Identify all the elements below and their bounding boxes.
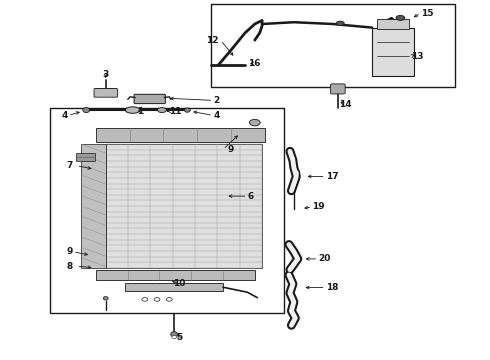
- Bar: [96, 128, 265, 142]
- Text: 17: 17: [326, 172, 338, 181]
- Text: 15: 15: [421, 9, 433, 18]
- FancyBboxPatch shape: [94, 89, 118, 97]
- Bar: [125, 283, 223, 291]
- Text: 13: 13: [411, 52, 424, 61]
- Text: 18: 18: [326, 283, 338, 292]
- Text: 9: 9: [67, 247, 73, 256]
- Text: 16: 16: [248, 59, 261, 68]
- Bar: [81, 144, 106, 268]
- Text: 19: 19: [313, 202, 325, 211]
- Text: 12: 12: [206, 36, 218, 45]
- Text: 11: 11: [169, 107, 182, 116]
- Text: 4: 4: [213, 111, 220, 120]
- Ellipse shape: [172, 336, 176, 338]
- Text: 6: 6: [247, 192, 254, 201]
- Text: 7: 7: [67, 161, 73, 170]
- Text: 9: 9: [228, 145, 234, 154]
- Text: 3: 3: [102, 70, 109, 79]
- Bar: [372, 28, 414, 76]
- Text: 10: 10: [173, 279, 185, 288]
- Bar: [211, 4, 455, 87]
- Text: 8: 8: [67, 262, 73, 271]
- Text: 4: 4: [62, 111, 68, 120]
- Text: 1: 1: [137, 107, 143, 116]
- Text: 5: 5: [176, 333, 182, 342]
- Bar: [377, 19, 409, 30]
- Ellipse shape: [103, 297, 108, 300]
- Ellipse shape: [184, 108, 190, 112]
- Ellipse shape: [249, 120, 260, 126]
- Bar: [49, 108, 284, 313]
- Text: 14: 14: [339, 100, 351, 109]
- Ellipse shape: [125, 107, 140, 113]
- Text: 20: 20: [318, 255, 331, 264]
- FancyBboxPatch shape: [331, 84, 345, 94]
- Ellipse shape: [154, 298, 160, 301]
- Bar: [76, 153, 95, 161]
- Bar: [96, 270, 255, 280]
- Ellipse shape: [83, 108, 90, 113]
- Ellipse shape: [142, 298, 148, 301]
- Ellipse shape: [166, 298, 172, 301]
- Text: 2: 2: [213, 96, 220, 105]
- Ellipse shape: [171, 332, 177, 337]
- Ellipse shape: [336, 21, 344, 26]
- Bar: [106, 144, 262, 268]
- FancyBboxPatch shape: [134, 94, 165, 104]
- Ellipse shape: [396, 15, 405, 21]
- Ellipse shape: [158, 108, 166, 113]
